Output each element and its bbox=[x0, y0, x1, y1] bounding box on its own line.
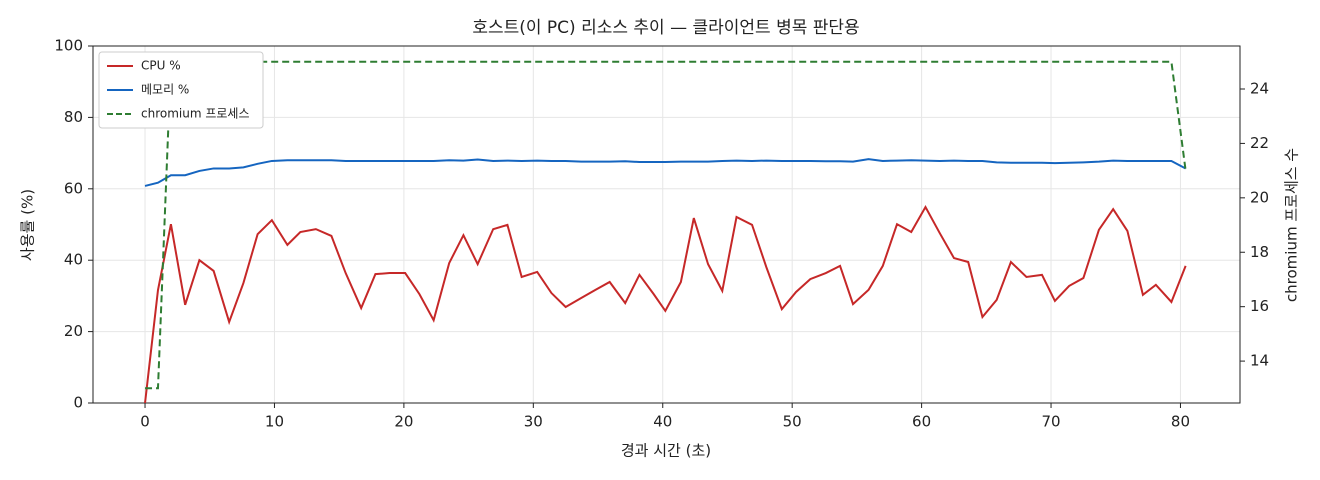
chart-title: 호스트(이 PC) 리소스 추이 — 클라이언트 병목 판단용 bbox=[472, 18, 859, 38]
y-tick-label: 60 bbox=[64, 179, 83, 197]
y2-axis-label: chromium 프로세스 수 bbox=[1283, 148, 1301, 302]
x-tick-label: 0 bbox=[140, 413, 150, 431]
series-line bbox=[144, 158, 1187, 187]
x-tick-label: 20 bbox=[394, 413, 413, 431]
legend-label: chromium 프로세스 bbox=[141, 107, 250, 121]
x-tick-label: 40 bbox=[653, 413, 672, 431]
series-line bbox=[145, 60, 1187, 390]
y2-tick-label: 20 bbox=[1250, 188, 1269, 206]
y2-tick-label: 24 bbox=[1250, 79, 1269, 97]
x-tick-label: 10 bbox=[265, 413, 284, 431]
y2-tick-label: 16 bbox=[1250, 297, 1269, 315]
x-tick-label: 30 bbox=[524, 413, 543, 431]
series-line bbox=[144, 204, 1187, 404]
x-tick-label: 60 bbox=[912, 413, 931, 431]
x-axis-label: 경과 시간 (초) bbox=[621, 442, 711, 460]
y-tick-label: 0 bbox=[73, 394, 83, 412]
y-axis-label: 사용률 (%) bbox=[19, 189, 37, 261]
y-tick-label: 80 bbox=[64, 108, 83, 126]
x-tick-label: 70 bbox=[1041, 413, 1060, 431]
y-tick-label: 100 bbox=[54, 37, 83, 55]
y2-tick-label: 14 bbox=[1250, 352, 1269, 370]
legend-label: CPU % bbox=[141, 59, 181, 73]
y2-tick-label: 22 bbox=[1250, 134, 1269, 152]
y-tick-label: 40 bbox=[64, 251, 83, 269]
legend-box bbox=[98, 51, 264, 129]
y2-tick-label: 18 bbox=[1250, 243, 1269, 261]
x-tick-label: 80 bbox=[1171, 413, 1190, 431]
y-tick-label: 20 bbox=[64, 322, 83, 340]
plot-frame bbox=[92, 45, 1241, 404]
x-tick-label: 50 bbox=[783, 413, 802, 431]
legend-label: 메모리 % bbox=[141, 83, 189, 97]
